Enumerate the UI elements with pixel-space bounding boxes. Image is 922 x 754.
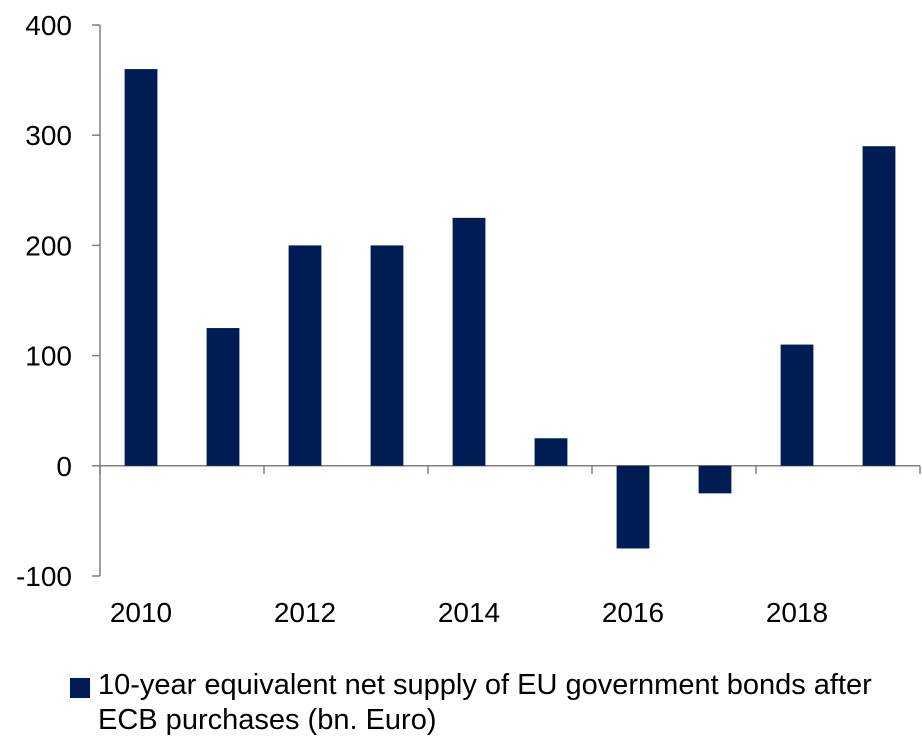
y-tick-label: -100 — [16, 561, 72, 592]
bar — [206, 328, 240, 466]
y-tick-label: 0 — [56, 451, 72, 482]
bar — [370, 245, 404, 466]
y-axis: -100 0 100 200 300 400 — [16, 10, 101, 592]
bar — [616, 465, 650, 549]
bar — [534, 438, 568, 466]
bar — [288, 245, 322, 466]
bar — [780, 344, 814, 466]
y-tick-label: 300 — [25, 120, 72, 151]
x-tick-label: 2018 — [766, 597, 828, 628]
x-tick-label: 2010 — [110, 597, 172, 628]
x-tick-label: 2012 — [274, 597, 336, 628]
bar — [862, 146, 896, 466]
y-tick-label: 200 — [25, 230, 72, 261]
bar — [124, 69, 158, 466]
bar — [452, 217, 486, 466]
bar — [698, 465, 732, 494]
bars — [124, 69, 896, 549]
legend-swatch — [70, 678, 90, 698]
x-axis: 2010 2012 2014 2016 2018 — [99, 465, 921, 628]
x-tick-label: 2014 — [438, 597, 500, 628]
y-tick-label: 400 — [25, 10, 72, 41]
y-tick-label: 100 — [25, 341, 72, 372]
legend: 10-year equivalent net supply of EU gove… — [70, 668, 920, 738]
legend-label: 10-year equivalent net supply of EU gove… — [98, 669, 872, 736]
x-tick-label: 2016 — [602, 597, 664, 628]
